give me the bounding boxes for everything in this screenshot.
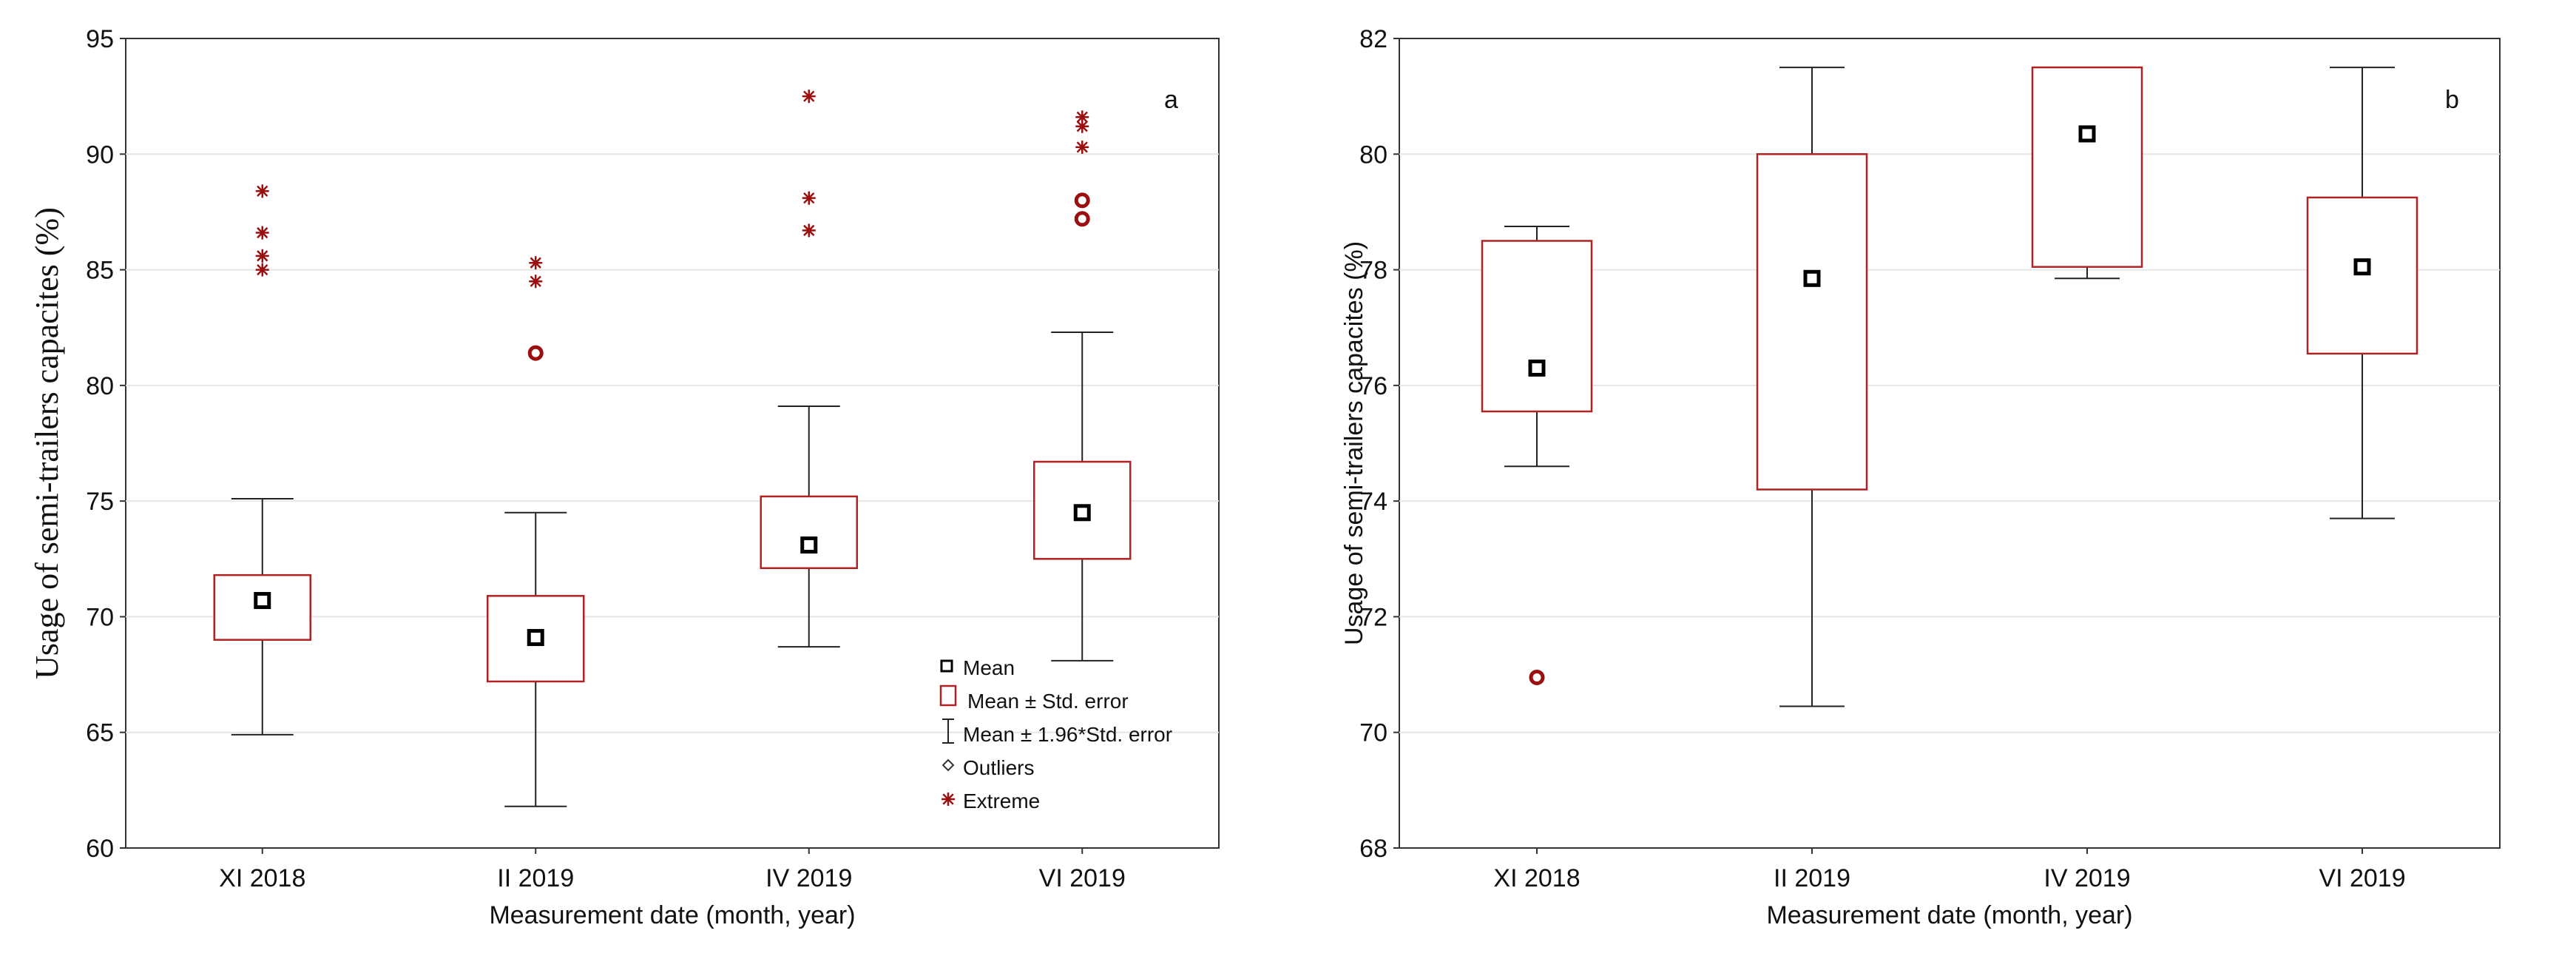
se-box (760, 495, 858, 570)
box-group (2306, 67, 2418, 519)
y-tick-label: 78 (1359, 257, 1387, 285)
y-tick-label: 74 (1359, 488, 1387, 516)
mean-marker (254, 592, 271, 610)
box-group (1033, 110, 1132, 662)
x-tick-label: XI 2018 (1493, 864, 1580, 892)
y-tick-label: 80 (1359, 141, 1387, 169)
x-tick-label: VI 2019 (2319, 864, 2405, 892)
x-axis-ticks-b: XI 2018 II 2019 IV 2019 VI 2019 (1493, 848, 2406, 892)
mean-marker (1528, 359, 1546, 377)
box-series-a (213, 90, 1132, 807)
outlier-point (527, 345, 544, 361)
x-tick-label: IV 2019 (765, 864, 852, 892)
y-axis-ticks-a: 60 65 70 75 80 85 90 95 (86, 25, 126, 863)
legend-a: Mean Mean ± Std. error Mean ± 1.96*Std. … (939, 656, 1172, 812)
legend-label-whisker: Mean ± 1.96*Std. error (963, 723, 1172, 746)
y-tick-label: 95 (86, 25, 114, 53)
extreme-point (1075, 140, 1089, 154)
y-tick-label: 70 (86, 603, 114, 631)
extreme-point (1075, 110, 1089, 124)
y-tick-label: 82 (1359, 25, 1387, 53)
x-tick-label: II 2019 (1774, 864, 1850, 892)
plot-area-frame-b (1399, 38, 2501, 849)
x-axis-title-b: Measurement date (month, year) (1766, 901, 2132, 929)
legend-symbol-se-box (939, 684, 957, 707)
legend-extreme-marker (942, 793, 955, 806)
chart-panel-b: 68 70 72 74 76 78 80 82 XI 2018 II 2019 IV 2019 VI… (1340, 25, 2501, 929)
y-tick-label: 60 (86, 835, 114, 863)
y-tick-label: 70 (1359, 719, 1387, 747)
y-tick-label: 80 (86, 372, 114, 400)
panel-label-b: b (2445, 86, 2459, 114)
legend-label-mean: Mean (963, 656, 1015, 679)
legend-symbol-outlier (942, 758, 955, 772)
extreme-point (1075, 119, 1089, 133)
box-group (1756, 67, 1868, 707)
plot-area-frame-a (125, 38, 1220, 849)
outlier-point (1074, 192, 1090, 209)
extreme-point (255, 249, 269, 263)
extreme-point (255, 226, 269, 240)
y-axis-ticks-b: 68 70 72 74 76 78 80 82 (1359, 25, 1399, 863)
x-axis-title-a: Measurement date (month, year) (489, 901, 855, 929)
y-tick-label: 85 (86, 257, 114, 285)
y-tick-label: 65 (86, 719, 114, 747)
legend-mean-marker (940, 659, 953, 673)
y-axis-title-b: Usage of semi-trailers capacites (%) (1340, 241, 1368, 645)
extreme-point (255, 263, 269, 277)
box-group (760, 90, 858, 648)
chart-panel-a: 60 65 70 75 80 85 90 95 XI 2018 II 2019 IV 2019 VI… (29, 25, 1220, 929)
mean-marker (1073, 504, 1091, 522)
y-tick-label: 90 (86, 141, 114, 169)
se-box (2031, 66, 2143, 268)
se-box (1481, 240, 1593, 413)
extreme-point (529, 275, 543, 289)
box-group (1481, 225, 1593, 685)
outlier-point (1074, 211, 1090, 227)
legend-label-extreme: Extreme (963, 790, 1040, 812)
panel-label-a: a (1164, 86, 1178, 114)
mean-marker (800, 536, 818, 554)
mean-marker (527, 629, 544, 647)
extreme-point (802, 90, 816, 104)
extreme-point (802, 191, 816, 205)
x-tick-label: II 2019 (497, 864, 574, 892)
y-tick-label: 68 (1359, 835, 1387, 863)
x-tick-label: IV 2019 (2043, 864, 2130, 892)
legend-outlier-marker (942, 758, 955, 772)
se-box (1756, 153, 1868, 491)
legend-symbol-mean (940, 659, 953, 673)
y-tick-label: 75 (86, 488, 114, 516)
se-box (2306, 196, 2418, 355)
legend-symbol-whisker (942, 719, 954, 744)
legend-label-se-box: Mean ± Std. error (967, 690, 1129, 713)
box-group (487, 256, 585, 807)
legend-label-outlier: Outliers (963, 756, 1034, 779)
x-tick-label: VI 2019 (1039, 864, 1126, 892)
y-tick-label: 72 (1359, 603, 1387, 631)
extreme-point (802, 223, 816, 238)
outlier-point (1529, 669, 1545, 685)
y-tick-label: 76 (1359, 372, 1387, 400)
x-tick-label: XI 2018 (219, 864, 305, 892)
extreme-point (255, 184, 269, 198)
box-series-b (1481, 66, 2418, 707)
grid-lines-a (126, 153, 1219, 733)
x-axis-ticks-a: XI 2018 II 2019 IV 2019 VI 2019 (219, 848, 1126, 892)
box-group (2031, 66, 2143, 280)
y-axis-title-a: Usage of semi-trailers capacites (%) (29, 207, 65, 679)
extreme-point (529, 256, 543, 270)
mean-marker (2353, 258, 2371, 276)
mean-marker (2078, 125, 2096, 143)
box-group (213, 184, 311, 736)
legend-symbol-extreme (942, 793, 955, 806)
legend-box-marker (939, 684, 957, 707)
mean-marker (1803, 269, 1821, 287)
